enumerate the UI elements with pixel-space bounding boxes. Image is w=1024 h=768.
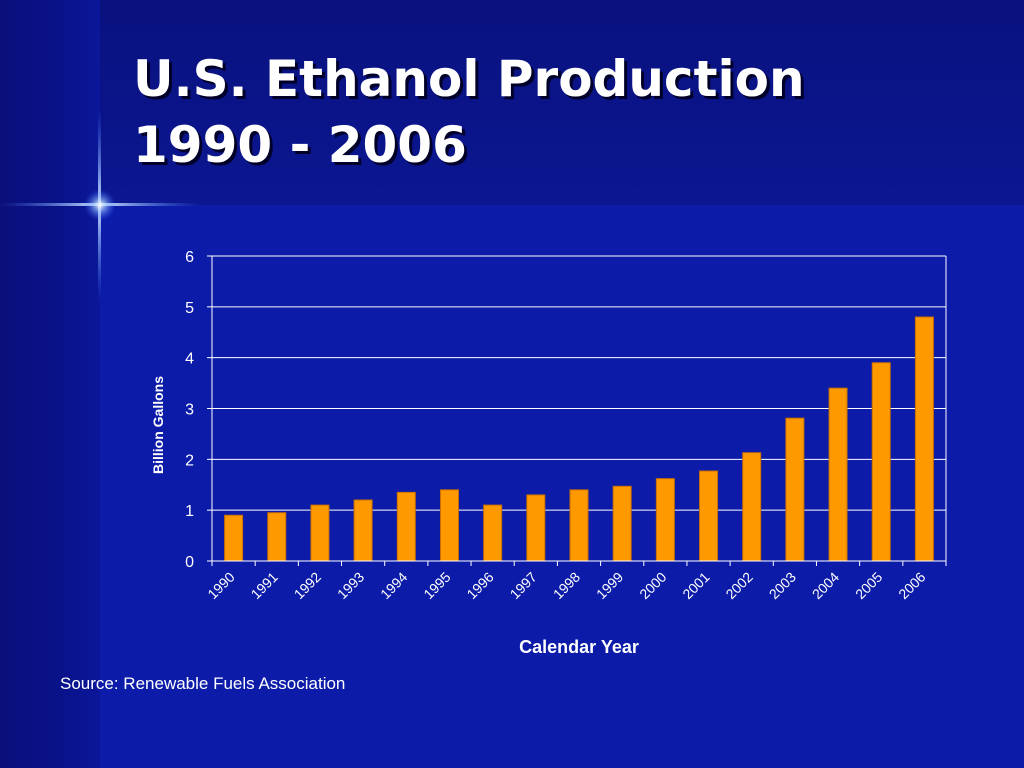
x-tick-label: 1994 (377, 569, 410, 602)
bar-1990 (224, 514, 244, 562)
x-tick-label: 1996 (463, 569, 496, 602)
y-tick-label: 4 (185, 351, 194, 368)
bars (224, 316, 934, 562)
x-tick-label: 2001 (679, 569, 712, 602)
bar-2005 (871, 362, 891, 562)
x-tick-label: 2005 (852, 569, 885, 602)
slide-title: U.S. Ethanol Production 1990 - 2006 (133, 46, 1013, 178)
x-tick-label: 2000 (636, 569, 669, 602)
y-tick-label: 3 (185, 402, 194, 419)
x-tick-label: 1995 (420, 569, 453, 602)
x-tick-label: 2002 (722, 569, 755, 602)
y-tick-labels: 0 1 2 3 4 5 6 (185, 249, 212, 571)
x-tick-label: 1990 (204, 569, 237, 602)
y-tick-label: 2 (185, 452, 194, 469)
bar-1997 (526, 494, 546, 562)
x-tick-label: 1992 (291, 569, 324, 602)
bar-2000 (655, 478, 675, 562)
bar-2003 (785, 417, 805, 562)
y-tick-label: 5 (185, 300, 194, 317)
bar-2004 (828, 387, 848, 562)
bar-1993 (353, 499, 373, 562)
x-tick-label: 1998 (550, 569, 583, 602)
x-tick-label: 2003 (766, 569, 799, 602)
y-tick-label: 6 (185, 249, 194, 266)
bar-1996 (483, 504, 503, 562)
x-tick-label: 1997 (507, 569, 540, 602)
title-line-1: U.S. Ethanol Production (133, 50, 805, 108)
title-band (100, 0, 1024, 205)
bar-2002 (742, 452, 762, 562)
x-tick-labels: 1990 1991 1992 1993 1994 1995 1996 1997 1998 1999… (204, 561, 947, 602)
bar-1995 (439, 489, 459, 562)
x-tick-label: 1993 (334, 569, 367, 602)
y-tick-label: 0 (185, 554, 194, 571)
bar-1998 (569, 489, 589, 562)
title-line-2: 1990 - 2006 (133, 116, 467, 174)
source-note: Source: Renewable Fuels Association (60, 674, 346, 693)
x-tick-label: 1999 (593, 569, 626, 602)
x-tick-label: 1991 (248, 569, 281, 602)
x-tick-label: 2006 (895, 569, 928, 602)
x-axis-label: Calendar Year (519, 637, 639, 657)
bar-1992 (310, 504, 330, 562)
left-decorative-band (0, 0, 100, 768)
bar-1999 (612, 485, 632, 562)
bar-1994 (396, 491, 416, 562)
y-axis-label: Billion Gallons (150, 376, 166, 474)
x-tick-label: 2004 (809, 569, 842, 602)
bar-1991 (267, 512, 287, 562)
y-tick-label: 1 (185, 503, 194, 520)
bar-2006 (914, 316, 934, 562)
bar-2001 (699, 470, 719, 562)
